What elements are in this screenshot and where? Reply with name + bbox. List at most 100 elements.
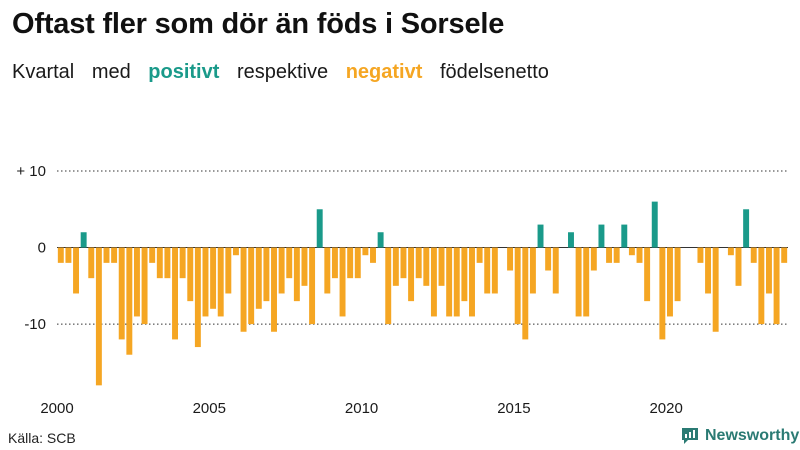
bar-2015K1: [514, 247, 521, 325]
bar-2009K4: [354, 247, 361, 279]
bar-2014K1: [484, 247, 491, 294]
bar-2020K2: [674, 247, 681, 302]
bar-2016K4: [568, 232, 574, 248]
brand-name: Newsworthy: [705, 427, 800, 444]
bar-2008K4: [324, 247, 331, 294]
bar-2008K2: [309, 247, 316, 325]
bar-2007K1: [271, 247, 277, 332]
bar-2011K3: [408, 247, 415, 302]
bar-2023K1: [758, 247, 765, 325]
bar-2007K2: [278, 247, 285, 294]
bar-2004K2: [187, 247, 194, 302]
bar-2015K4: [537, 224, 544, 248]
bar-2010K3: [377, 232, 384, 248]
chart-title: Oftast fler som dör än föds i Sorsele: [12, 8, 505, 40]
bar-2000K3: [73, 247, 80, 294]
subtitle-word-birth-net: födelsenetto: [439, 61, 549, 83]
grid-lines: [57, 170, 788, 325]
bar-2010K2: [370, 247, 376, 263]
bar-2000K1: [57, 247, 64, 263]
bar-2022K3: [743, 209, 750, 248]
bar-2012K1: [423, 247, 430, 286]
source-note: Källa: SCB: [8, 430, 76, 446]
bar-2004K1: [179, 247, 186, 279]
bar-2018K2: [613, 247, 620, 263]
x-tick-label: 2015: [497, 400, 530, 417]
bar-2003K2: [156, 247, 163, 279]
bar-2019K2: [644, 247, 651, 302]
bar-2011K1: [392, 247, 399, 286]
bar-2005K3: [225, 247, 232, 294]
legend-positive: positivt: [148, 61, 220, 83]
bar-2006K3: [255, 247, 262, 309]
bar-2023K2: [765, 247, 772, 294]
x-axis-labels: 2000 2005 2010 2015 2020: [40, 400, 683, 417]
bar-2004K3: [194, 247, 201, 348]
bar-2017K4: [598, 224, 605, 248]
bar-2000K2: [65, 247, 72, 263]
bars: [57, 201, 788, 386]
bar-2008K3: [316, 209, 323, 248]
bar-2016K2: [552, 247, 559, 294]
bar-2018K3: [621, 224, 628, 248]
bar-2005K4: [232, 247, 239, 256]
bar-2013K3: [469, 247, 475, 317]
bar-2022K2: [735, 247, 742, 286]
bar-2002K2: [126, 247, 133, 355]
bar-2013K1: [453, 247, 460, 317]
bar-2021K1: [697, 247, 704, 263]
bar-2012K4: [446, 247, 453, 317]
bar-2001K1: [88, 247, 95, 279]
legend-negative: negativt: [345, 61, 423, 83]
bar-2011K2: [400, 247, 407, 279]
bar-2000K4: [80, 232, 87, 248]
bar-2022K1: [727, 247, 734, 256]
bar-2014K2: [491, 247, 498, 294]
bar-2021K2: [705, 247, 712, 294]
subtitle-word-with: med: [91, 61, 131, 83]
bar-2012K3: [438, 247, 445, 286]
bar-2002K4: [141, 247, 148, 325]
subtitle-word-respectively: respektive: [236, 61, 329, 83]
bar-2017K2: [583, 247, 590, 317]
bar-2001K3: [103, 247, 110, 263]
y-tick-label: 0: [38, 240, 46, 257]
bar-2018K1: [606, 247, 613, 263]
bar-2023K4: [781, 247, 788, 263]
bar-2015K3: [529, 247, 536, 294]
bar-2009K2: [339, 247, 346, 317]
bar-2002K1: [118, 247, 125, 340]
bar-2023K3: [773, 247, 780, 325]
bar-2003K3: [164, 247, 171, 279]
x-tick-label: 2010: [345, 400, 378, 417]
bar-2011K4: [415, 247, 422, 279]
x-tick-label: 2020: [649, 400, 682, 417]
bar-2001K4: [111, 247, 118, 263]
x-tick-label: 2000: [40, 400, 73, 417]
bar-2015K2: [522, 247, 529, 340]
bar-2009K1: [331, 247, 338, 279]
bar-2006K4: [263, 247, 270, 302]
bar-2013K2: [461, 247, 468, 302]
bar-2014K4: [507, 247, 514, 271]
bar-2019K4: [659, 247, 666, 340]
bar-2020K1: [667, 247, 673, 317]
bar-2022K4: [750, 247, 757, 263]
bar-2016K1: [545, 247, 552, 271]
bar-2004K4: [202, 247, 209, 317]
bar-2003K1: [149, 247, 156, 263]
brand-logo[interactable]: Newsworthy: [680, 426, 799, 446]
bar-2017K3: [590, 247, 597, 271]
bar-2021K3: [712, 247, 719, 332]
bar-2018K4: [628, 247, 635, 256]
bar-2006K2: [248, 247, 255, 325]
bar-2019K3: [651, 201, 658, 248]
newsworthy-logo-icon: [682, 428, 698, 444]
y-tick-label: -10: [24, 316, 46, 333]
bar-2006K1: [240, 247, 247, 332]
y-axis-labels: + 10 0 -10: [16, 163, 46, 333]
bar-2010K1: [362, 247, 369, 256]
bar-2007K4: [293, 247, 300, 302]
bar-2010K4: [385, 247, 392, 325]
